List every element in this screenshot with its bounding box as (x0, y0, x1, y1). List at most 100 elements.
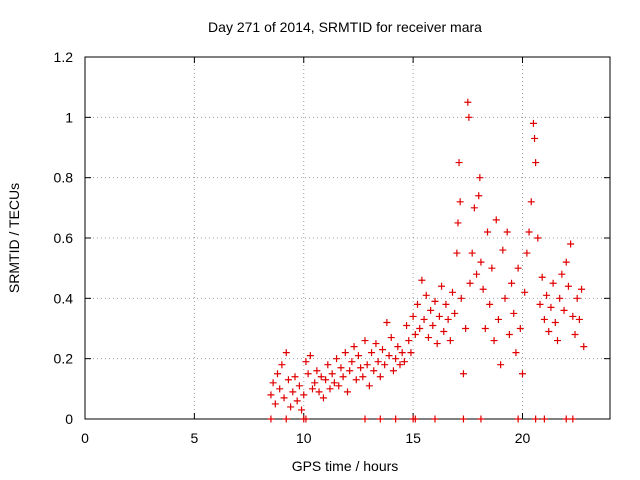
data-point (302, 358, 310, 366)
data-point (575, 315, 583, 323)
data-point (486, 300, 494, 308)
data-point (512, 349, 520, 357)
data-point (433, 340, 441, 348)
data-point (560, 306, 568, 314)
data-point (368, 349, 376, 357)
data-point (454, 219, 462, 227)
data-point (400, 358, 408, 366)
data-point (429, 321, 437, 329)
data-point-zero (569, 415, 577, 423)
data-point-zero (302, 415, 310, 423)
data-point (571, 331, 579, 339)
data-point (414, 300, 421, 308)
data-point (328, 370, 336, 378)
x-tick-label: 10 (296, 430, 312, 446)
grid-layer (85, 57, 610, 419)
x-tick-label: 0 (81, 430, 89, 446)
data-point (468, 249, 476, 257)
data-point (523, 249, 531, 257)
data-point (409, 312, 417, 320)
data-point-zero (282, 415, 290, 423)
data-point (456, 198, 464, 206)
data-point (455, 159, 463, 167)
data-point (350, 343, 358, 351)
x-tick-label: 20 (515, 430, 531, 446)
data-point (531, 134, 539, 142)
data-point (479, 285, 487, 293)
data-point (330, 379, 338, 387)
data-point (282, 349, 290, 357)
data-point (315, 388, 323, 396)
data-point (484, 228, 491, 236)
data-point (372, 340, 380, 348)
data-point (348, 358, 356, 366)
data-point (569, 312, 577, 320)
data-point (438, 282, 446, 290)
data-point-zero (562, 415, 570, 423)
data-point (363, 361, 371, 369)
data-point (519, 370, 526, 378)
data-point (276, 385, 284, 393)
data-point (326, 385, 334, 393)
x-tick-label: 15 (405, 430, 421, 446)
data-point (470, 204, 478, 212)
data-point (534, 234, 542, 242)
data-point (337, 364, 345, 372)
y-tick-label: 0.4 (54, 290, 74, 306)
data-point (383, 318, 391, 326)
data-point (462, 325, 470, 332)
y-tick-label: 1.2 (54, 49, 74, 65)
data-point (352, 376, 360, 384)
data-point (427, 306, 435, 314)
data-point (304, 370, 312, 378)
y-tick-label: 0 (65, 411, 73, 427)
data-point (527, 198, 535, 206)
data-point (567, 240, 575, 248)
plot-frame (84, 56, 611, 420)
data-point (341, 349, 349, 357)
data-point (580, 343, 588, 351)
data-point (444, 315, 452, 323)
data-point-zero (540, 415, 548, 423)
data-point (521, 288, 529, 296)
data-point (418, 276, 426, 284)
data-point (424, 334, 432, 342)
data-point (295, 382, 303, 390)
data-point (492, 216, 500, 224)
data-point (396, 361, 404, 369)
data-point (291, 373, 299, 381)
y-axis-label: SRMTID / TECUs (6, 183, 22, 293)
data-point (274, 370, 281, 378)
data-point (481, 325, 489, 332)
data-point (407, 349, 415, 357)
data-point (547, 303, 555, 311)
data-point (476, 174, 484, 182)
data-point (317, 373, 325, 381)
data-point (532, 159, 540, 167)
data-point (361, 337, 369, 345)
data-point (558, 270, 566, 278)
data-point (379, 346, 386, 354)
data-point (494, 315, 502, 323)
data-point (309, 385, 316, 393)
data-point (287, 403, 295, 411)
x-axis-label: GPS time / hours (292, 458, 399, 474)
data-point (435, 312, 443, 320)
data-point (344, 388, 351, 396)
y-tick-label: 0.2 (54, 351, 74, 367)
data-point-zero (392, 415, 400, 423)
data-point (538, 273, 546, 281)
data-point (374, 358, 382, 366)
data-point-zero (532, 415, 540, 423)
data-point (431, 297, 439, 305)
data-point (387, 334, 395, 342)
data-point (464, 98, 472, 106)
ticks-layer: 0 5 10 15 20 0 0.2 0.4 0.6 0.8 1 1.2 (54, 49, 610, 446)
data-point (457, 294, 465, 302)
data-point-zero (514, 415, 522, 423)
data-point (354, 352, 362, 360)
data-point (473, 270, 481, 278)
data-point-zero (361, 415, 369, 423)
